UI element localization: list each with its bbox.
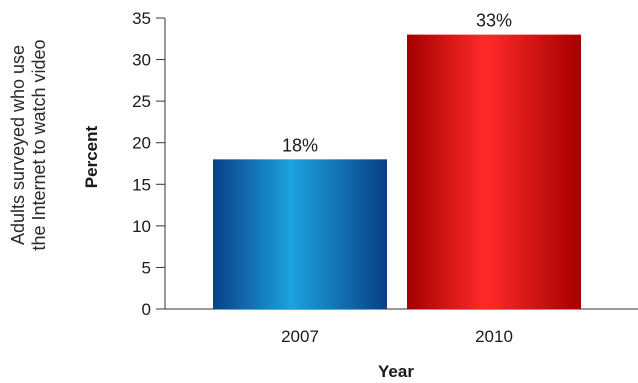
y-tick-label: 0 [142, 300, 151, 319]
side-title-line-2: the Internet to watch video [29, 39, 49, 250]
x-tick-label-2010: 2010 [475, 327, 513, 346]
y-tick-label: 30 [132, 51, 151, 70]
y-tick-label: 15 [132, 175, 151, 194]
y-tick-label: 20 [132, 134, 151, 153]
y-tick-label: 35 [132, 9, 151, 28]
value-label-2007: 18% [282, 135, 318, 155]
y-tick-label: 5 [142, 258, 151, 277]
y-tick-label: 25 [132, 92, 151, 111]
bar-2010 [407, 34, 581, 309]
bar-2007 [213, 159, 387, 309]
x-axis-title: Year [378, 362, 414, 381]
side-title-line-1: Adults surveyed who use [8, 45, 28, 245]
value-label-2010: 33% [476, 11, 512, 31]
x-tick-label-2007: 2007 [281, 327, 319, 346]
y-axis-title: Percent [82, 125, 101, 188]
y-tick-label: 10 [132, 217, 151, 236]
